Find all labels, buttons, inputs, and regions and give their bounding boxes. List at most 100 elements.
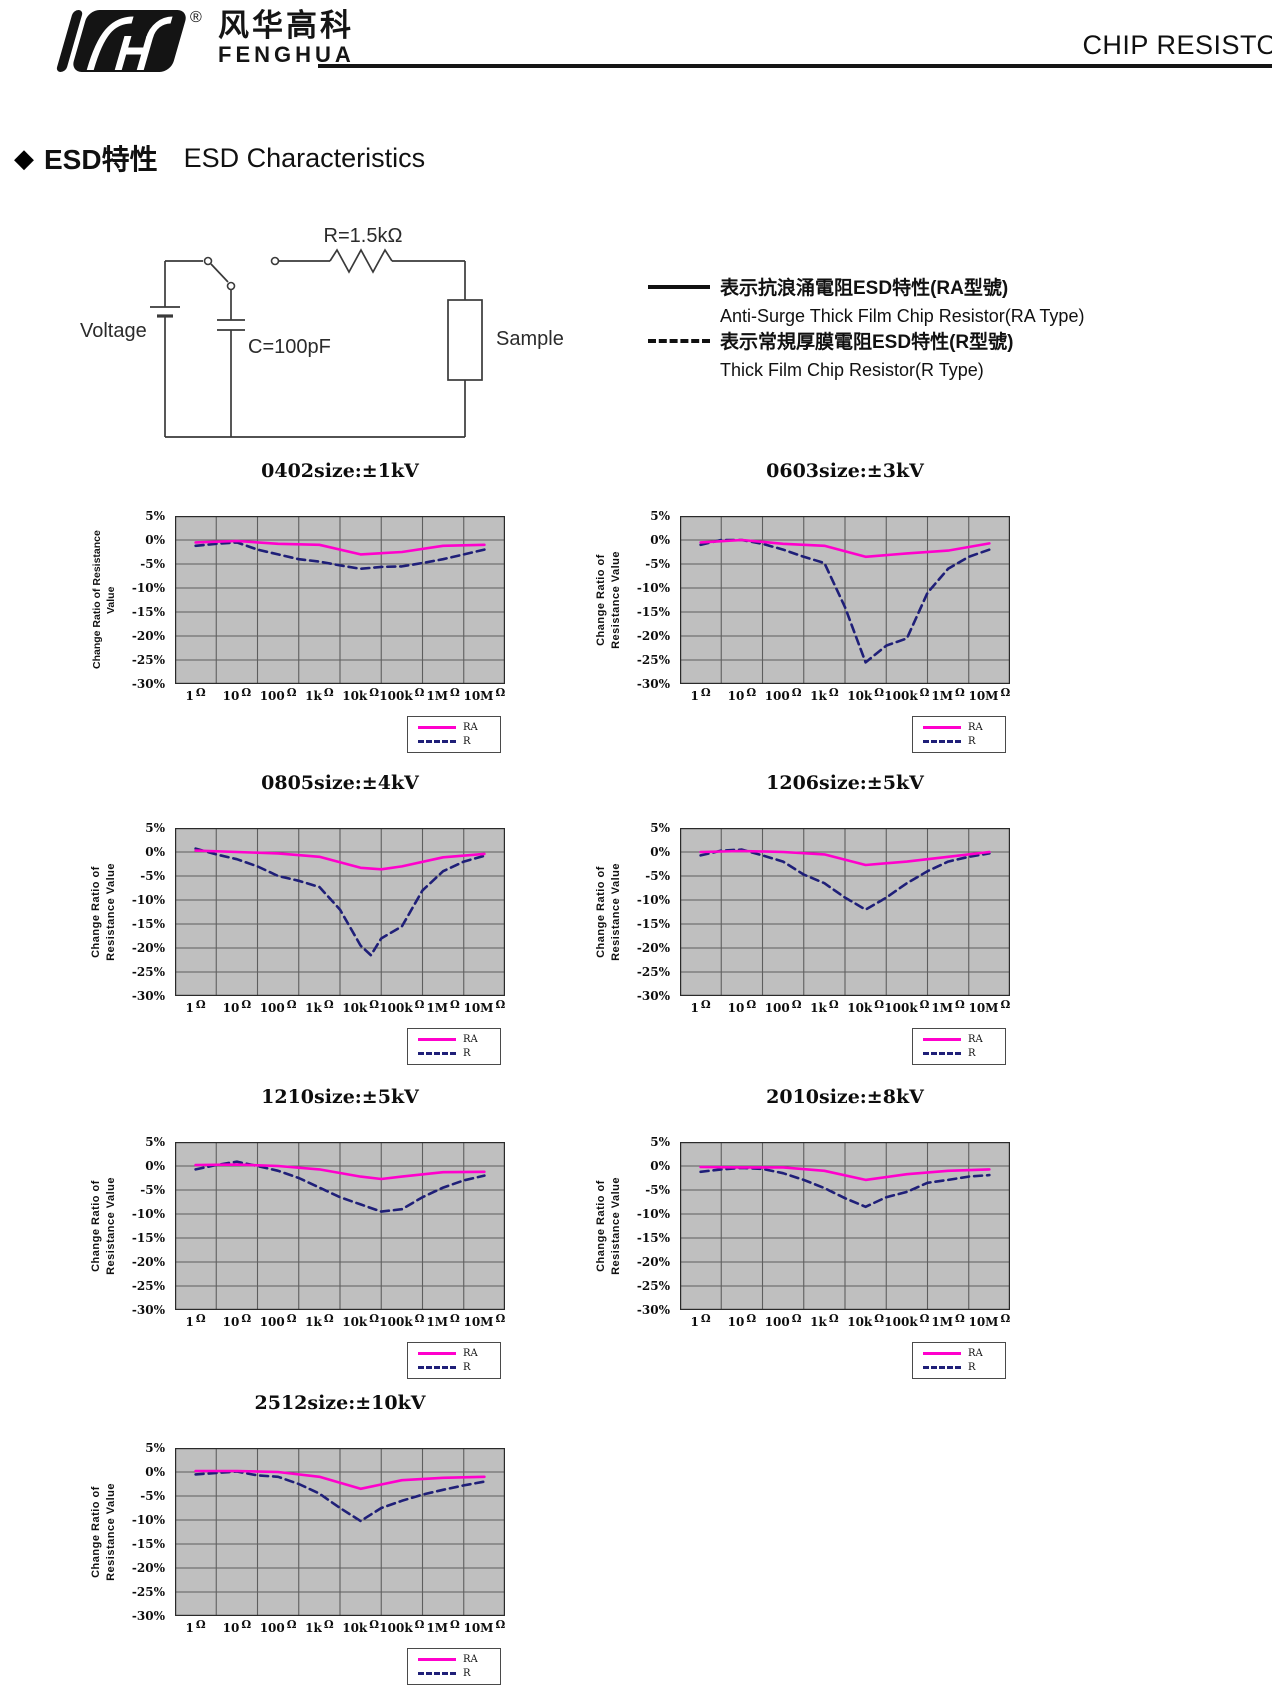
y-axis-label: Change Ratio of Resistance Value — [595, 863, 622, 961]
y-tick: -20% — [636, 1255, 670, 1269]
x-tick: 1k Ω — [305, 998, 334, 1015]
x-tick: 100 Ω — [259, 998, 297, 1015]
y-axis-ticks: 5% 0% -5% -10% -15% -20% -25% -30% — [626, 1135, 678, 1317]
y-tick: -30% — [636, 989, 670, 1003]
solid-legend-cn: 表示抗浪涌電阻ESD特性(RA型號) — [720, 278, 1009, 299]
chart-title: 1206size:±5kV — [766, 772, 924, 794]
x-tick: 100 Ω — [259, 1312, 297, 1329]
r-series-label: R — [463, 735, 471, 747]
x-tick: 100 Ω — [764, 1312, 802, 1329]
y-tick: 0% — [145, 533, 165, 547]
y-tick: -30% — [131, 1303, 165, 1317]
y-tick: -30% — [131, 677, 165, 691]
ra-line-sample — [923, 1037, 961, 1041]
y-tick: 5% — [145, 1441, 165, 1455]
y-tick: -10% — [131, 893, 165, 907]
x-tick: 10k Ω — [342, 1312, 380, 1329]
series-legend: RA R — [912, 716, 1006, 753]
y-tick: -20% — [131, 1255, 165, 1269]
x-tick: 10M Ω — [463, 1618, 506, 1635]
y-tick: -15% — [131, 605, 165, 619]
x-axis-ticks: 1 Ω 10 Ω 100 Ω 1k Ω 10k Ω 100k Ω 1M Ω 10M Ω — [175, 686, 506, 709]
battery-icon — [150, 260, 203, 437]
x-tick: 100 Ω — [764, 686, 802, 703]
y-tick: 0% — [145, 1159, 165, 1173]
x-tick: 1k Ω — [810, 998, 839, 1015]
esd-chart: 0402size:±1kV Change Ratio of Resistance… — [85, 460, 555, 760]
x-tick: 10k Ω — [342, 1618, 380, 1635]
x-tick: 1k Ω — [810, 686, 839, 703]
logo-cn-text: 风华高科 — [218, 8, 354, 43]
chart-title: 0805size:±4kV — [261, 772, 419, 794]
x-axis-ticks: 1 Ω 10 Ω 100 Ω 1k Ω 10k Ω 100k Ω 1M Ω 10M Ω — [175, 1618, 506, 1641]
r-series-label: R — [463, 1667, 471, 1679]
x-tick: 100k Ω — [379, 1618, 425, 1635]
y-tick: -15% — [636, 917, 670, 931]
ra-line-sample — [418, 1037, 456, 1041]
x-tick: 10k Ω — [847, 1312, 885, 1329]
dashed-legend-cn: 表示常規厚膜電阻ESD特性(R型號) — [720, 332, 1014, 353]
x-tick: 100k Ω — [884, 686, 930, 703]
y-axis-ticks: 5% 0% -5% -10% -15% -20% -25% -30% — [121, 1135, 173, 1317]
y-tick: 5% — [650, 821, 670, 835]
logo-text: 风华高科 FENGHUA — [218, 10, 355, 66]
x-tick: 1M Ω — [426, 1312, 460, 1329]
x-tick: 10M Ω — [463, 686, 506, 703]
x-tick: 10M Ω — [968, 686, 1011, 703]
x-tick: 10k Ω — [342, 686, 380, 703]
ra-line-sample — [418, 1657, 456, 1661]
ra-line-sample — [923, 725, 961, 729]
x-tick: 10k Ω — [342, 998, 380, 1015]
y-tick: -25% — [636, 965, 670, 979]
x-axis-ticks: 1 Ω 10 Ω 100 Ω 1k Ω 10k Ω 100k Ω 1M Ω 10M Ω — [680, 998, 1011, 1021]
y-tick: 0% — [650, 845, 670, 859]
y-tick: -15% — [636, 605, 670, 619]
x-tick: 1M Ω — [426, 998, 460, 1015]
x-tick: 10M Ω — [463, 998, 506, 1015]
y-tick: -20% — [131, 1561, 165, 1575]
series-legend: RA R — [407, 1028, 501, 1065]
y-tick: -30% — [131, 1609, 165, 1623]
x-tick: 10 Ω — [727, 998, 757, 1015]
solid-line-icon — [648, 285, 710, 289]
x-tick: 10M Ω — [463, 1312, 506, 1329]
x-tick: 10M Ω — [968, 1312, 1011, 1329]
y-tick: -25% — [131, 1585, 165, 1599]
series-legend: RA R — [407, 716, 501, 753]
x-axis-ticks: 1 Ω 10 Ω 100 Ω 1k Ω 10k Ω 100k Ω 1M Ω 10M Ω — [680, 686, 1011, 709]
y-tick: 0% — [650, 533, 670, 547]
line-type-legend: 表示抗浪涌電阻ESD特性(RA型號) Anti-Surge Thick Film… — [648, 276, 1208, 384]
dashed-legend-en: Thick Film Chip Resistor(R Type) — [720, 360, 984, 380]
y-tick: -30% — [636, 677, 670, 691]
r-line-sample — [418, 1051, 456, 1055]
series-legend: RA R — [912, 1028, 1006, 1065]
plot-area — [175, 516, 505, 684]
y-tick: -20% — [131, 629, 165, 643]
y-tick: 5% — [650, 1135, 670, 1149]
y-tick: -25% — [636, 653, 670, 667]
y-tick: -25% — [131, 653, 165, 667]
section-title: ◆ ESD特性 ESD Characteristics — [14, 138, 425, 178]
y-tick: 5% — [650, 509, 670, 523]
y-axis-ticks: 5% 0% -5% -10% -15% -20% -25% -30% — [121, 821, 173, 1003]
logo-en-text: FENGHUA — [218, 42, 355, 67]
solid-legend-en: Anti-Surge Thick Film Chip Resistor(RA T… — [720, 306, 1085, 326]
x-tick: 100k Ω — [379, 686, 425, 703]
chart-title: 2010size:±8kV — [766, 1086, 924, 1108]
series-legend: RA R — [407, 1342, 501, 1379]
esd-chart: 2010size:±8kV Change Ratio of Resistance… — [590, 1086, 1060, 1386]
ra-line-sample — [923, 1351, 961, 1355]
y-axis-ticks: 5% 0% -5% -10% -15% -20% -25% -30% — [121, 1441, 173, 1623]
x-tick: 100k Ω — [379, 1312, 425, 1329]
plot-area — [175, 828, 505, 996]
chart-title: 0402size:±1kV — [261, 460, 419, 482]
y-tick: -15% — [131, 917, 165, 931]
ra-line-sample — [418, 725, 456, 729]
ra-series-label: RA — [463, 1653, 478, 1665]
switch-icon — [203, 256, 236, 291]
capacitor-icon — [217, 290, 245, 437]
